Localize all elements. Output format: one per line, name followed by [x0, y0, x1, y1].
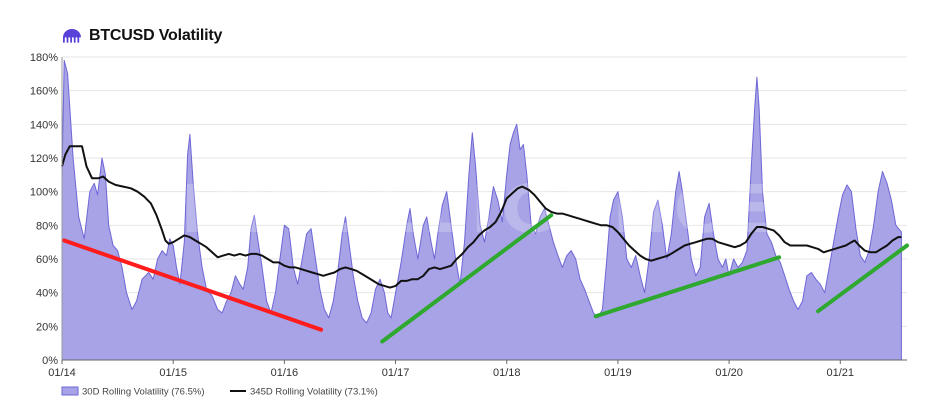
trendline-green-4 — [816, 243, 909, 314]
y-tick-label: 40% — [36, 288, 58, 300]
chart-title: BTCUSD Volatility — [62, 24, 222, 48]
trendline-green-3 — [593, 255, 782, 319]
y-tick-label: 120% — [30, 153, 58, 165]
x-tick-label: 01/15 — [159, 367, 187, 379]
watermark: INTELLIGENCE — [181, 171, 780, 248]
y-tick-label: 80% — [36, 220, 58, 232]
y-tick-label: 20% — [36, 321, 58, 333]
y-tick-label: 60% — [36, 254, 58, 266]
kraken-logo-icon — [63, 29, 81, 43]
legend-label-345d: 345D Rolling Volatility (73.1%) — [250, 387, 378, 398]
y-tick-label: 140% — [30, 119, 58, 131]
legend: 30D Rolling Volatility (76.5%) 345D Roll… — [61, 386, 378, 398]
y-tick-label: 180% — [30, 52, 58, 64]
x-tick-label: 01/14 — [48, 367, 76, 379]
trendline-green-2 — [380, 213, 554, 344]
trendlines — [62, 213, 909, 344]
x-tick-label: 01/16 — [271, 367, 299, 379]
series-345d-line — [61, 145, 902, 289]
line-345d-rolling-volatility — [61, 145, 902, 289]
y-axis: 0% 20% 40% 60% 80% 100% 120% 140% 160% 180% — [30, 52, 63, 367]
x-tick-label: 01/17 — [382, 367, 410, 379]
chart-title-text: BTCUSD Volatility — [89, 27, 223, 44]
legend-swatch-30d — [61, 386, 79, 396]
trendline-red-1 — [62, 238, 324, 332]
x-axis: 01/14 01/15 01/16 01/17 01/18 01/19 01/20 01/21 — [48, 359, 907, 379]
y-tick-label: 0% — [42, 355, 58, 367]
x-tick-label: 01/20 — [715, 367, 743, 379]
legend-label-30d: 30D Rolling Volatility (76.5%) — [82, 387, 205, 398]
x-tick-label: 01/19 — [604, 367, 632, 379]
x-tick-label: 01/21 — [827, 367, 855, 379]
y-tick-label: 100% — [30, 187, 58, 199]
y-tick-label: 160% — [30, 86, 58, 98]
x-tick-label: 01/18 — [493, 367, 521, 379]
